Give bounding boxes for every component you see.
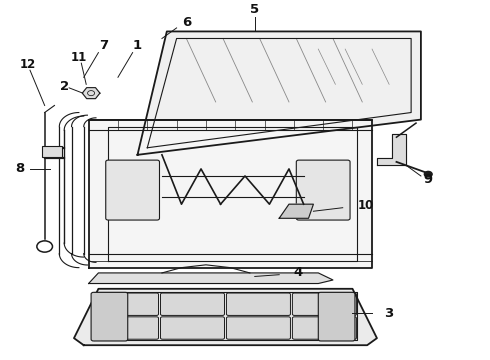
- Polygon shape: [82, 87, 100, 99]
- Text: 4: 4: [294, 266, 303, 279]
- Text: 1: 1: [133, 39, 142, 52]
- Polygon shape: [74, 289, 377, 345]
- Polygon shape: [377, 134, 406, 165]
- FancyBboxPatch shape: [293, 293, 356, 315]
- FancyBboxPatch shape: [226, 317, 291, 339]
- FancyBboxPatch shape: [296, 160, 350, 220]
- Polygon shape: [279, 204, 314, 218]
- Text: 2: 2: [60, 80, 69, 93]
- FancyBboxPatch shape: [95, 293, 159, 315]
- FancyBboxPatch shape: [106, 160, 159, 220]
- FancyBboxPatch shape: [160, 317, 224, 339]
- Polygon shape: [89, 273, 333, 284]
- Text: 9: 9: [424, 173, 433, 186]
- Polygon shape: [138, 31, 421, 155]
- FancyBboxPatch shape: [226, 293, 291, 315]
- FancyBboxPatch shape: [95, 317, 159, 339]
- FancyBboxPatch shape: [91, 292, 128, 341]
- Polygon shape: [89, 120, 372, 267]
- FancyBboxPatch shape: [293, 317, 356, 339]
- Text: 5: 5: [250, 3, 259, 15]
- Text: 10: 10: [357, 199, 374, 212]
- Text: 7: 7: [99, 39, 108, 52]
- Text: 12: 12: [20, 58, 36, 71]
- Text: 3: 3: [384, 307, 393, 320]
- Bar: [42, 146, 62, 157]
- Text: 11: 11: [71, 51, 87, 64]
- Text: 8: 8: [16, 162, 25, 175]
- Circle shape: [424, 171, 432, 177]
- Text: 6: 6: [182, 16, 191, 29]
- FancyBboxPatch shape: [318, 292, 355, 341]
- FancyBboxPatch shape: [160, 293, 224, 315]
